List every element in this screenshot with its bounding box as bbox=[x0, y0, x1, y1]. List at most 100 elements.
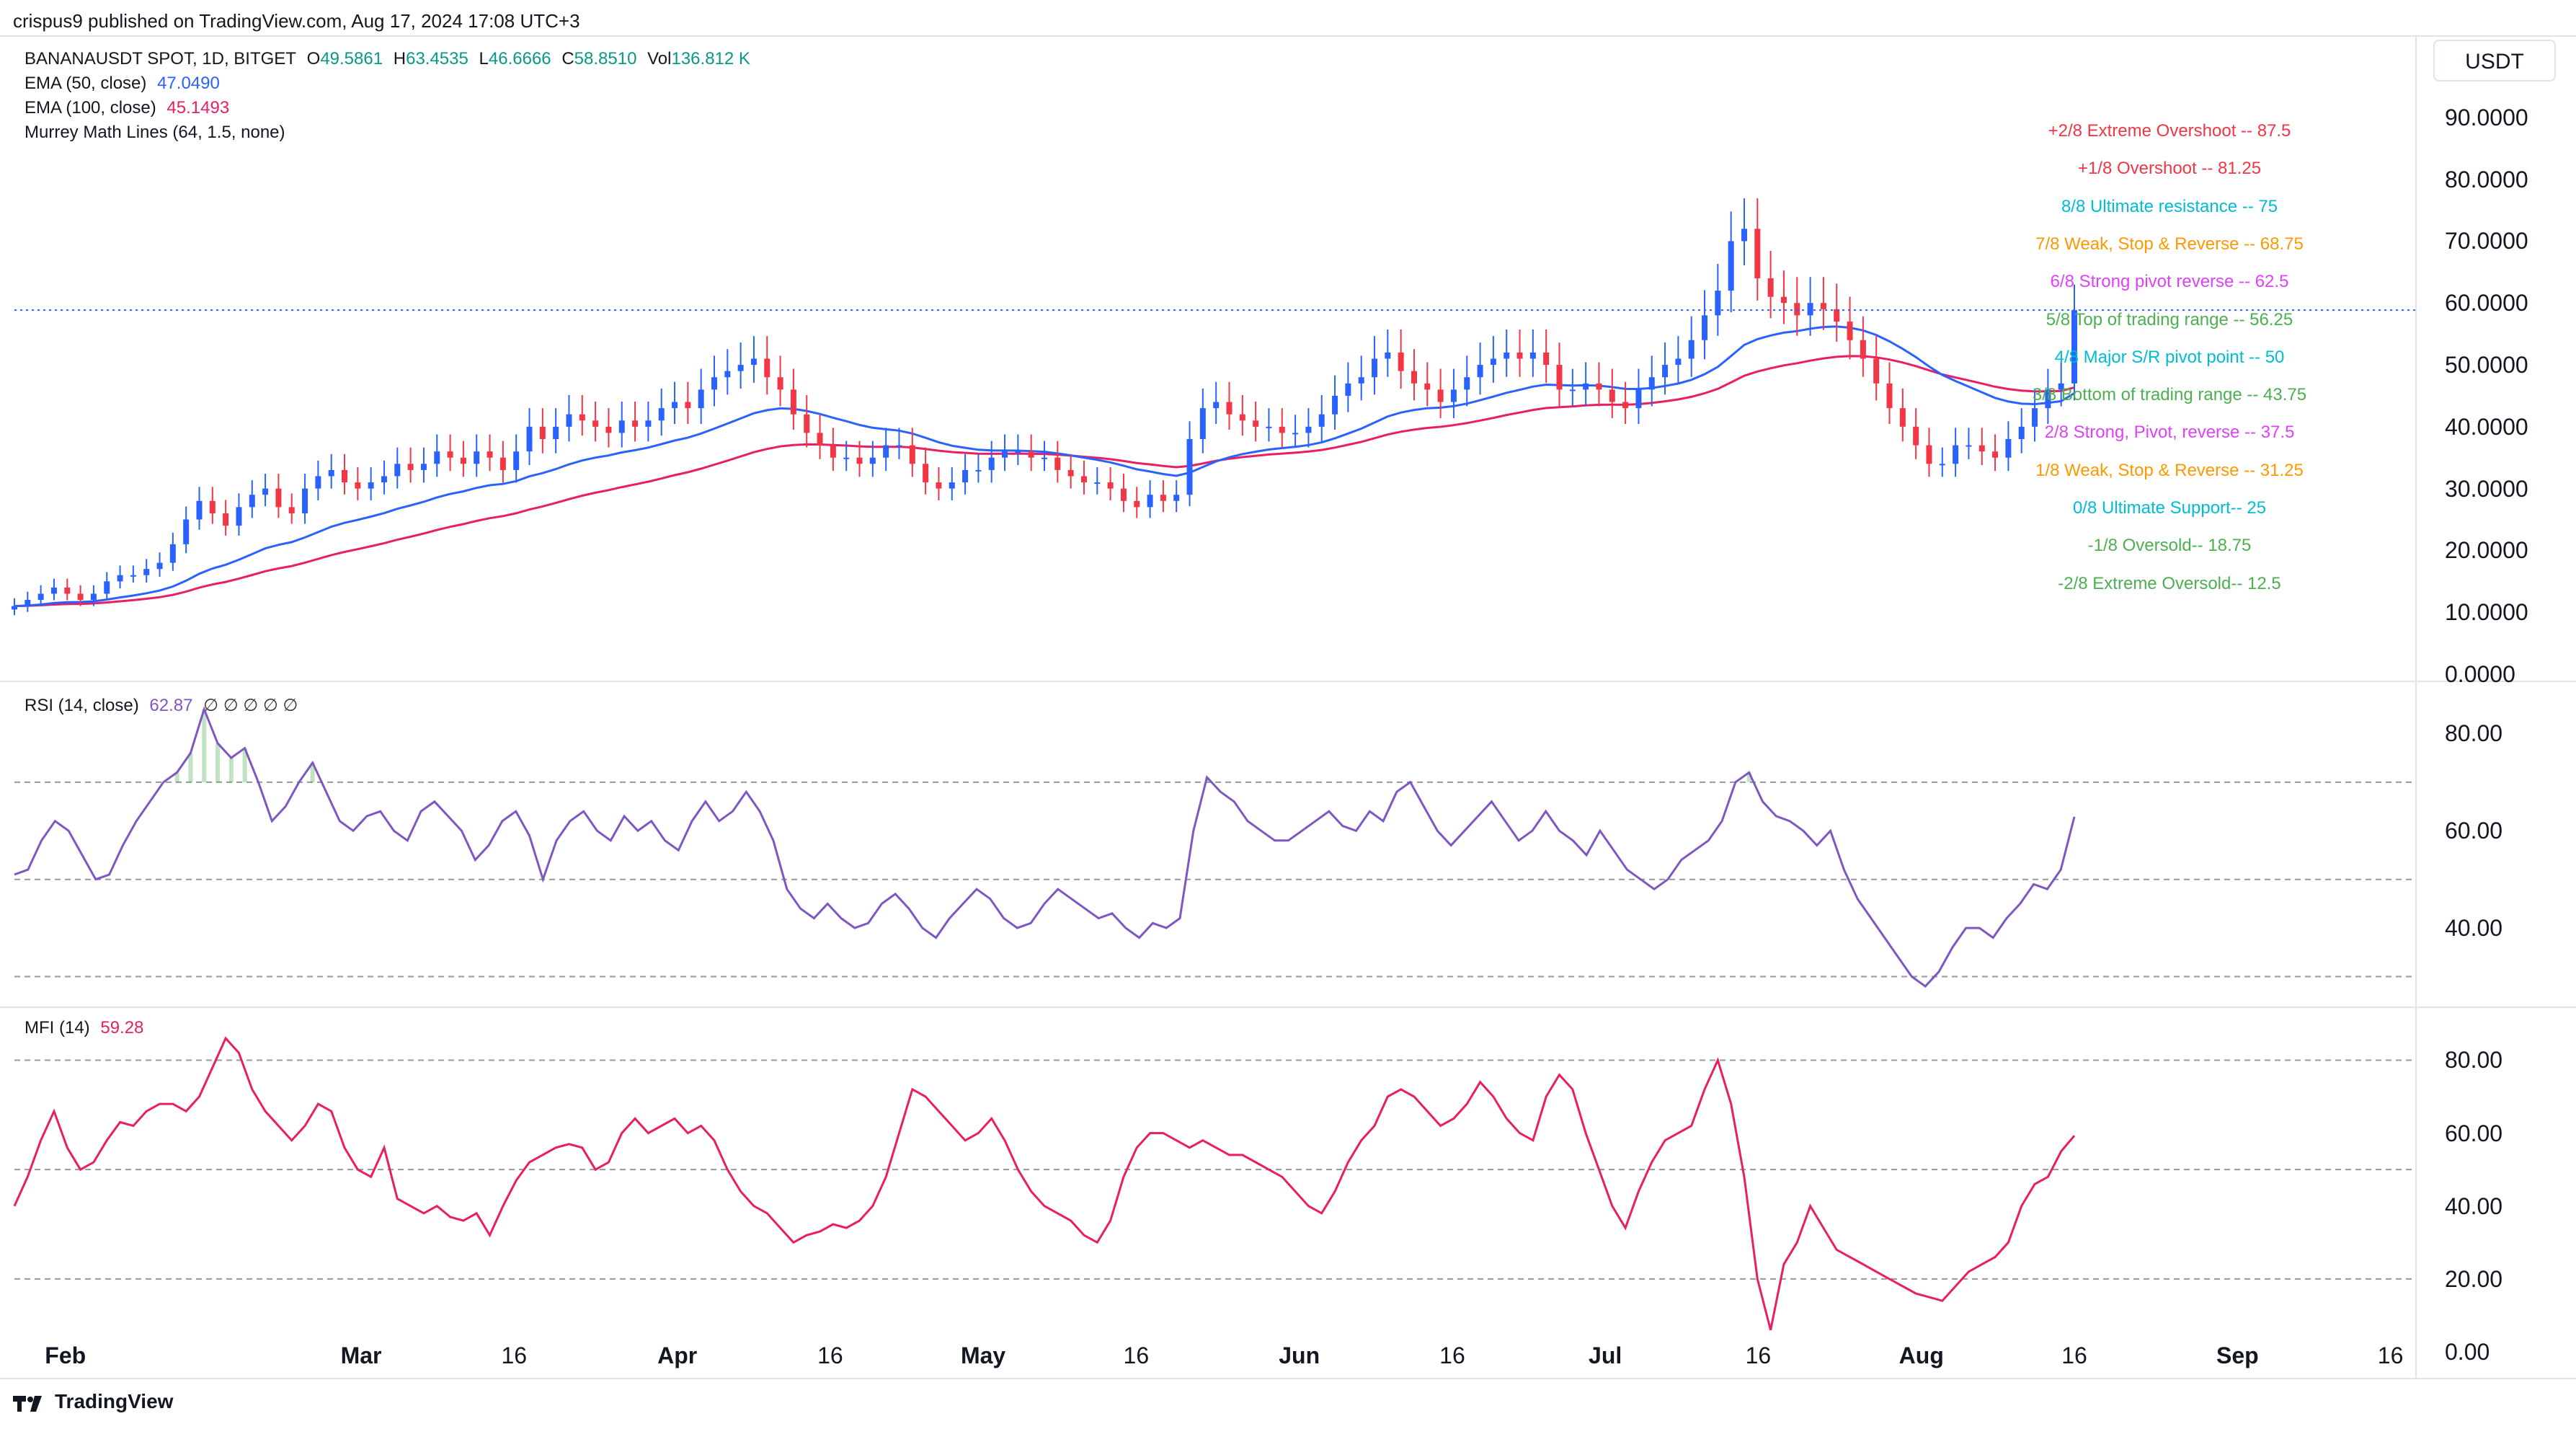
candle-body bbox=[1305, 426, 1312, 433]
price-tick-label: 80.0000 bbox=[2445, 166, 2528, 193]
candle-body bbox=[183, 519, 190, 544]
candle-body bbox=[685, 402, 691, 409]
candle-body bbox=[499, 457, 506, 470]
candle-body bbox=[1741, 229, 1747, 242]
price-tick-label: 50.0000 bbox=[2445, 352, 2528, 379]
price-tick-label: 70.0000 bbox=[2445, 228, 2528, 255]
candle-body bbox=[923, 464, 929, 483]
candle-body bbox=[104, 581, 110, 594]
rsi-tick-label: 40.00 bbox=[2445, 915, 2503, 942]
candle-body bbox=[1702, 315, 1708, 340]
candle-body bbox=[1899, 408, 1906, 427]
close-value: 58.8510 bbox=[574, 49, 637, 68]
mfi-tick-label: 0.00 bbox=[2445, 1339, 2490, 1365]
candle-body bbox=[869, 457, 876, 464]
candle-body bbox=[1028, 451, 1034, 458]
candle-body bbox=[962, 469, 969, 483]
rsi-label: RSI (14, close) bbox=[25, 696, 139, 715]
rsi-value: 62.87 bbox=[149, 696, 193, 715]
time-tick-label: Feb bbox=[45, 1342, 86, 1368]
currency-unit-button[interactable]: USDT bbox=[2433, 40, 2556, 81]
candle-body bbox=[209, 500, 216, 513]
candle-body bbox=[566, 414, 572, 427]
candle-body bbox=[1648, 377, 1655, 390]
candle-body bbox=[2045, 389, 2051, 409]
mfi-line bbox=[13, 1036, 2076, 1331]
candle-body bbox=[249, 495, 255, 508]
candle-body bbox=[302, 488, 308, 513]
time-tick-label: 16 bbox=[817, 1342, 843, 1368]
candle-body bbox=[1199, 408, 1206, 439]
candle-body bbox=[156, 562, 163, 570]
time-tick-label: 16 bbox=[1123, 1342, 1150, 1368]
candle-body bbox=[1913, 426, 1919, 446]
rsi-line bbox=[14, 706, 2076, 988]
low-label: L bbox=[479, 49, 489, 68]
candle-body bbox=[315, 476, 321, 489]
candle-body bbox=[1411, 371, 1417, 384]
candle-body bbox=[1834, 309, 1840, 322]
price-tick-label: 20.0000 bbox=[2445, 537, 2528, 564]
candle-body bbox=[1358, 377, 1364, 384]
candle-body bbox=[1292, 433, 1299, 435]
candle-body bbox=[1345, 383, 1351, 396]
price-tick-label: 40.0000 bbox=[2445, 413, 2528, 440]
candle-body bbox=[658, 408, 665, 421]
murrey-level-label: +2/8 Extreme Overshoot -- 87.5 bbox=[2048, 121, 2291, 141]
candle-body bbox=[2058, 383, 2064, 390]
candle-body bbox=[1147, 495, 1153, 508]
high-value: 63.4535 bbox=[406, 49, 468, 68]
candle-body bbox=[672, 402, 678, 409]
candle-body bbox=[1992, 451, 1999, 458]
mfi-tick-label: 60.00 bbox=[2445, 1120, 2503, 1146]
open-value: 49.5861 bbox=[320, 49, 383, 68]
murrey-level-label: 1/8 Weak, Stop & Reverse -- 31.25 bbox=[2035, 460, 2304, 480]
time-tick-label: Mar bbox=[340, 1342, 382, 1368]
candle-body bbox=[288, 507, 295, 513]
candle-body bbox=[513, 451, 520, 470]
candle-body bbox=[632, 420, 639, 427]
candle-body bbox=[1622, 402, 1629, 409]
candle-body bbox=[909, 445, 915, 464]
tradingview-logo-icon bbox=[13, 1394, 46, 1412]
open-label: O bbox=[306, 49, 321, 68]
murrey-level-label: 5/8 Top of trading range -- 56.25 bbox=[2046, 309, 2293, 329]
candle-body bbox=[1780, 296, 1787, 304]
candle-body bbox=[618, 420, 625, 433]
candle-body bbox=[579, 414, 585, 421]
candle-body bbox=[1437, 389, 1444, 402]
volume-value: 136.812 K bbox=[671, 49, 750, 68]
rsi-tick-label: 80.00 bbox=[2445, 720, 2503, 747]
candle-body bbox=[764, 358, 770, 378]
candle-body bbox=[1332, 395, 1338, 415]
candle-body bbox=[1398, 352, 1404, 371]
candle-body bbox=[1860, 340, 1866, 359]
candle-body bbox=[1556, 365, 1563, 390]
candle-body bbox=[143, 569, 150, 575]
candle-body bbox=[1820, 303, 1826, 309]
time-tick-label: Aug bbox=[1898, 1342, 1944, 1368]
time-tick-label: 16 bbox=[501, 1342, 528, 1368]
candle-body bbox=[77, 593, 84, 601]
price-tick-label: 10.0000 bbox=[2445, 599, 2528, 626]
murrey-label: Murrey Math Lines (64, 1.5, none) bbox=[25, 123, 285, 142]
candle-body bbox=[1873, 358, 1880, 384]
ema100-label: EMA (100, close) bbox=[25, 98, 156, 118]
mfi-tick-label: 80.00 bbox=[2445, 1047, 2503, 1074]
candle-body bbox=[1253, 420, 1259, 427]
candle-body bbox=[988, 457, 995, 470]
tradingview-logo: TradingView bbox=[13, 1390, 173, 1413]
price-tick-label: 60.0000 bbox=[2445, 290, 2528, 317]
candle-body bbox=[394, 464, 401, 477]
murrey-legend: Murrey Math Lines (64, 1.5, none) bbox=[25, 123, 291, 143]
candle-body bbox=[1662, 365, 1669, 378]
candle-body bbox=[698, 389, 704, 409]
candle-body bbox=[975, 469, 982, 472]
ema50-label: EMA (50, close) bbox=[25, 74, 147, 93]
candle-body bbox=[804, 414, 810, 433]
candle-body bbox=[37, 593, 44, 601]
time-tick-label: Sep bbox=[2216, 1342, 2259, 1368]
candle-body bbox=[50, 587, 57, 594]
candle-body bbox=[1490, 358, 1496, 366]
